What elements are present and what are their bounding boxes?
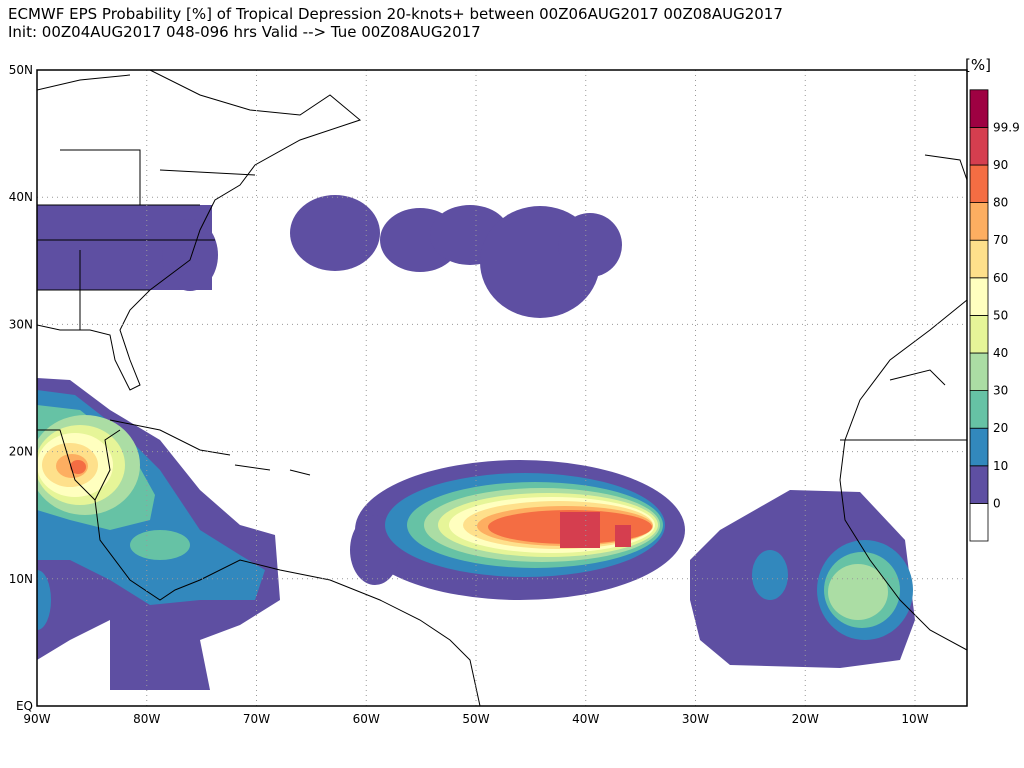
colorbar-label: 40 — [993, 346, 1008, 360]
colorbar-box — [969, 427, 989, 467]
lon-label: 10W — [901, 712, 928, 726]
lon-label: 70W — [243, 712, 270, 726]
lon-label: 30W — [682, 712, 709, 726]
colorbar-label: 30 — [993, 384, 1008, 398]
lat-label: 10N — [9, 572, 33, 586]
lat-label: 30N — [9, 317, 33, 331]
colorbar-label: 70 — [993, 233, 1008, 247]
lon-label: 20W — [792, 712, 819, 726]
colorbar-box — [969, 202, 989, 241]
lat-label: 20N — [9, 445, 33, 459]
lat-label: 50N — [9, 63, 33, 77]
colorbar-label: 99.9 — [993, 120, 1020, 134]
colorbar-box — [969, 164, 989, 203]
colorbar-box — [969, 239, 989, 279]
colorbar-box — [969, 352, 989, 391]
colorbar-label: 20 — [993, 421, 1008, 435]
lat-label: 40N — [9, 190, 33, 204]
lon-label: 80W — [133, 712, 160, 726]
colorbar-box — [969, 314, 989, 354]
colorbar-box — [969, 89, 989, 128]
graticule — [37, 70, 967, 706]
colorbar-label: 90 — [993, 158, 1008, 172]
lon-label: 90W — [23, 712, 50, 726]
lon-label: 60W — [353, 712, 380, 726]
lon-label: 40W — [572, 712, 599, 726]
colorbar-label: 60 — [993, 271, 1008, 285]
title: ECMWF EPS Probability [%] of Tropical De… — [8, 5, 783, 23]
colorbar-label: 80 — [993, 196, 1008, 210]
colorbar-box — [969, 465, 989, 504]
subtitle: Init: 00Z04AUG2017 048-096 hrs Valid -->… — [8, 23, 481, 41]
probability-field — [37, 195, 915, 690]
map-frame — [36, 69, 968, 707]
colorbar-label: 10 — [993, 459, 1008, 473]
colorbar-box — [969, 502, 989, 542]
colorbar-box — [969, 390, 989, 429]
colorbar-unit: [%] — [965, 56, 991, 74]
lat-label: EQ — [16, 699, 33, 713]
colorbar-box — [969, 277, 989, 316]
colorbar-box — [969, 127, 989, 166]
colorbar-label: 50 — [993, 308, 1008, 322]
lon-label: 50W — [462, 712, 489, 726]
colorbar-label: 0 — [993, 496, 1001, 510]
colorbar: [%] 0 10 20 30 40 50 60 70 80 90 99.9 — [965, 56, 1020, 542]
coastlines — [37, 70, 967, 706]
